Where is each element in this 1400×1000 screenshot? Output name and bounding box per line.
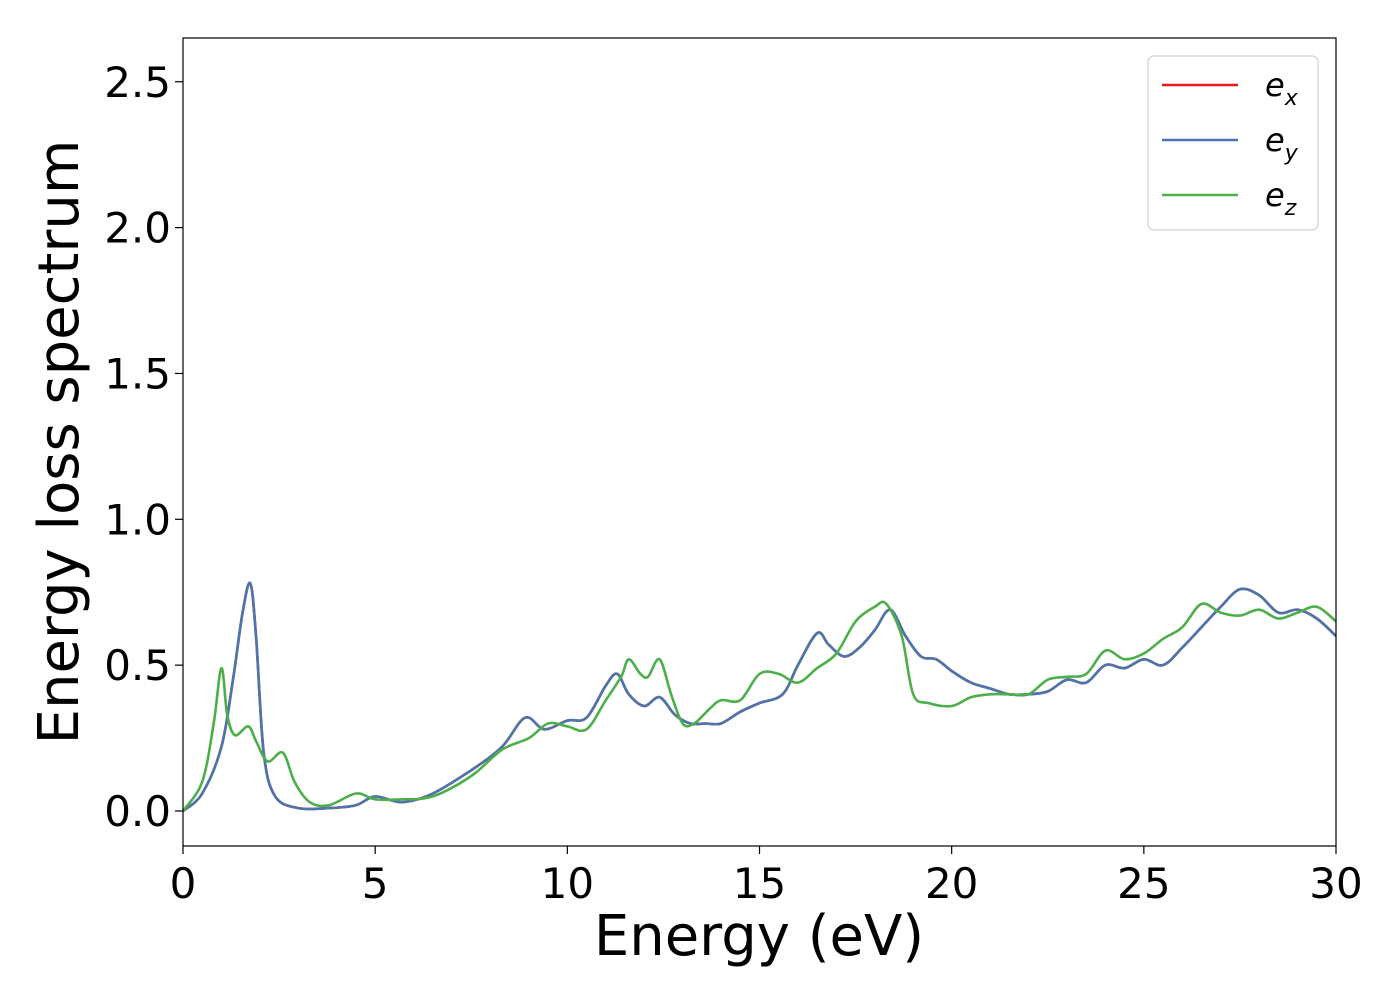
y-tick-label: 1.5 — [104, 349, 171, 398]
series-layer — [183, 581, 1336, 813]
legend: ex ey ez — [1147, 55, 1319, 231]
x-tick-label: 0 — [170, 859, 197, 908]
series-line-y — [183, 581, 1336, 813]
x-tick-label: 15 — [733, 859, 786, 908]
y-tick-label: 2.5 — [104, 58, 171, 107]
x-axis-label: Energy (eV) — [594, 904, 924, 969]
legend-label-z: ez — [1265, 176, 1297, 221]
legend-label-y: ey — [1265, 121, 1299, 166]
series-line-z — [183, 600, 1336, 813]
y-tick-label: 2.0 — [104, 204, 171, 253]
y-tick-label: 0.0 — [104, 787, 171, 836]
x-tick-label: 5 — [362, 859, 389, 908]
x-tick-label: 10 — [541, 859, 594, 908]
plot-background — [183, 38, 1336, 846]
legend-label-x: ex — [1265, 66, 1299, 111]
x-tick-label: 30 — [1309, 859, 1362, 908]
legend-box — [1147, 55, 1319, 231]
y-tick-label: 0.5 — [104, 641, 171, 690]
ticks-layer: 0 5 10 15 20 25 30 0.0 0.5 1.0 1.5 2.0 2.5 — [104, 58, 1363, 908]
y-axis-label: Energy loss spectrum — [27, 140, 92, 745]
x-tick-label: 20 — [925, 859, 978, 908]
y-tick-label: 1.0 — [104, 495, 171, 544]
x-tick-label: 25 — [1117, 859, 1170, 908]
